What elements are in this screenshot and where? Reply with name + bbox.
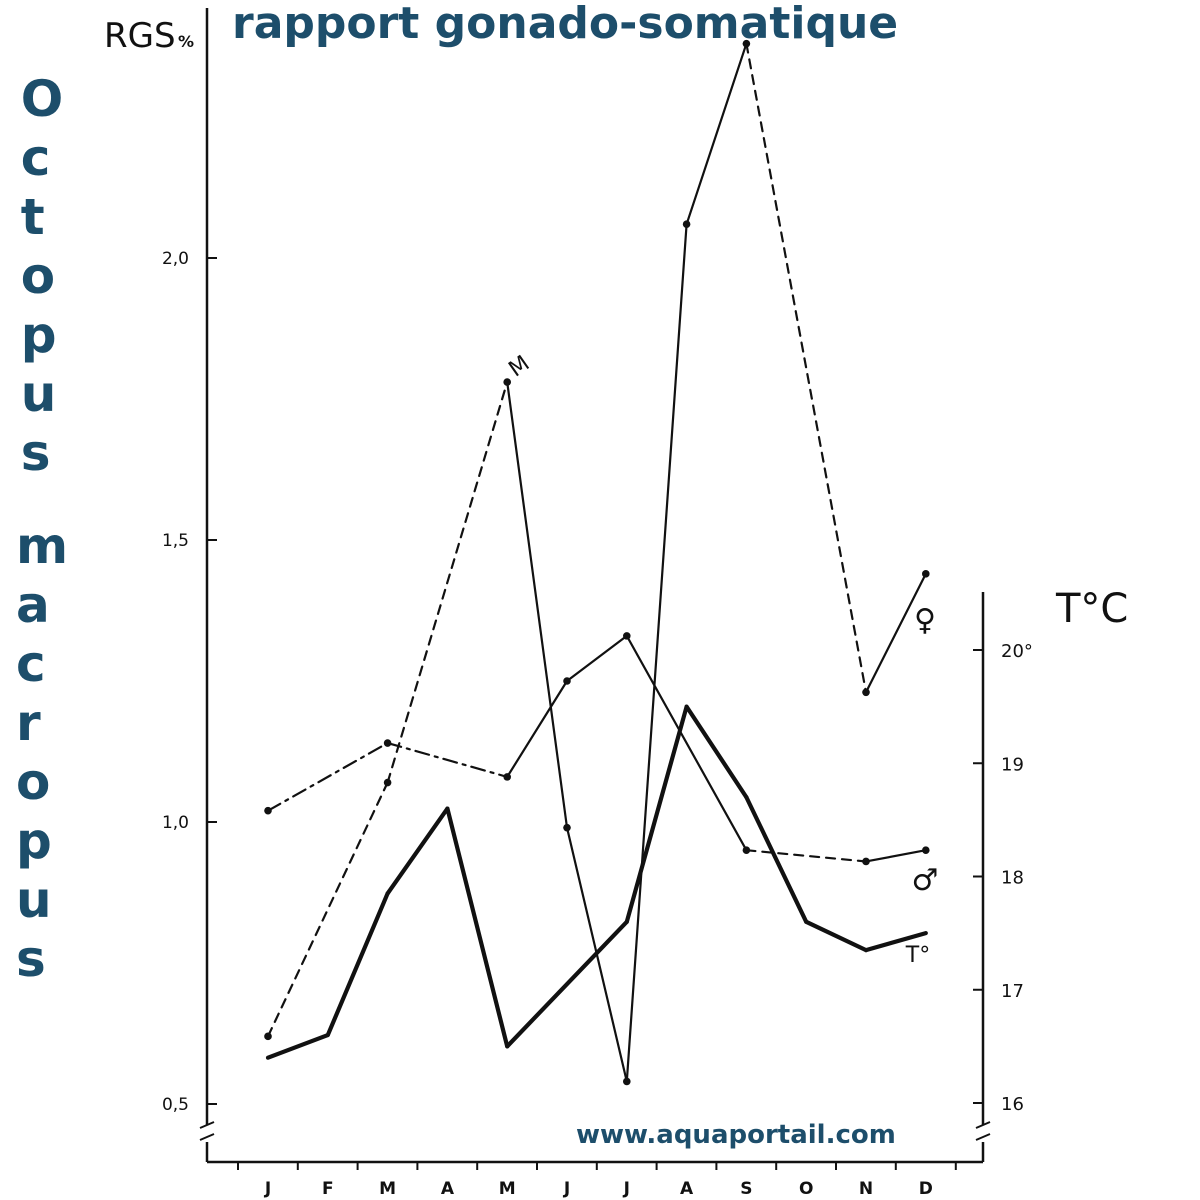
series-0-segment bbox=[506, 380, 569, 829]
species-letter: c bbox=[15, 635, 46, 693]
series-0-point bbox=[682, 220, 691, 228]
series-0-segment bbox=[625, 223, 688, 1083]
y2-tick-label: 18 bbox=[1001, 868, 1024, 889]
series-1-segment bbox=[625, 634, 748, 852]
series-1-point bbox=[563, 677, 571, 685]
y2-tick-label: 17 bbox=[1001, 981, 1024, 1002]
series-2-segment bbox=[684, 704, 749, 800]
series-2-segment bbox=[744, 795, 809, 924]
labels-layer: J F M A M J J A S O N D 0,5 1,0 1,5 2,0 16 17 18 19 20° RGS % T… bbox=[104, 16, 1128, 1199]
series-1-label: ♂ bbox=[912, 863, 939, 898]
x-tick-label: F bbox=[322, 1179, 334, 1199]
series-1-point bbox=[623, 632, 631, 640]
series-0-point bbox=[623, 1077, 631, 1086]
series-1-segment bbox=[386, 741, 509, 778]
species-letter: u bbox=[15, 871, 52, 929]
series-0-point bbox=[742, 39, 751, 48]
genus-letter: u bbox=[20, 365, 57, 423]
y2-tick-label: 19 bbox=[1001, 754, 1024, 775]
page-title: rapport gonado-somatique bbox=[232, 0, 899, 49]
series-layer bbox=[264, 39, 930, 1086]
y-tick-label: 1,0 bbox=[162, 813, 189, 833]
left-axis-break bbox=[199, 1121, 215, 1141]
y-axis-unit: % bbox=[178, 32, 194, 51]
series-1-segment bbox=[565, 634, 628, 683]
x-tick-label: D bbox=[919, 1179, 933, 1199]
series-1-segment bbox=[864, 849, 927, 863]
series-1-segment bbox=[266, 741, 389, 812]
series-0-segment bbox=[685, 42, 748, 226]
series-0-segment bbox=[864, 572, 927, 694]
series-0-segment bbox=[745, 42, 868, 694]
series-0-point bbox=[563, 823, 571, 832]
y2-tick-label: 16 bbox=[1001, 1094, 1024, 1115]
series-1-point bbox=[862, 857, 870, 866]
series-1-point bbox=[503, 773, 512, 781]
y-tick-label: 2,0 bbox=[162, 249, 189, 269]
series-0-label: ♀ bbox=[914, 603, 936, 638]
x-tick-label: J bbox=[623, 1179, 630, 1199]
series-2-segment bbox=[505, 919, 629, 1049]
series-0-segment bbox=[266, 781, 389, 1038]
series-1-point bbox=[264, 806, 272, 815]
y2-tick-label: 20° bbox=[1001, 641, 1033, 662]
series-0-point bbox=[383, 778, 392, 787]
genus-letter: O bbox=[20, 70, 64, 128]
x-tick-label: J bbox=[563, 1179, 570, 1199]
series-2-segment bbox=[385, 806, 450, 896]
x-tick-label: J bbox=[264, 1179, 271, 1199]
y-tick-label: 1,5 bbox=[162, 531, 189, 551]
annotation-label: M bbox=[505, 351, 535, 382]
x-tick-label: M bbox=[379, 1179, 396, 1199]
series-2-label: T° bbox=[905, 943, 930, 968]
genus-letter: o bbox=[20, 247, 56, 305]
series-1-segment bbox=[745, 849, 868, 863]
series-1-point bbox=[922, 846, 930, 854]
genus-letter: t bbox=[20, 188, 45, 246]
axes bbox=[199, 8, 991, 1170]
genus-letter: s bbox=[20, 424, 51, 482]
series-0-segment bbox=[386, 380, 509, 784]
series-0-point bbox=[264, 1032, 272, 1041]
series-2-segment bbox=[624, 704, 689, 924]
y-tick-label: 0,5 bbox=[162, 1095, 189, 1115]
species-letter: r bbox=[15, 694, 41, 752]
series-2-segment bbox=[325, 891, 390, 1038]
series-0-point bbox=[862, 688, 870, 697]
x-tick-label: N bbox=[859, 1179, 873, 1199]
y2-axis-title: T°C bbox=[1055, 586, 1128, 632]
watermark: www.aquaportail.com bbox=[576, 1120, 896, 1150]
x-tick-label: S bbox=[740, 1179, 752, 1199]
x-tick-label: A bbox=[441, 1179, 455, 1199]
series-0-point bbox=[922, 570, 930, 578]
species-letter: p bbox=[15, 812, 52, 870]
series-1-point bbox=[742, 846, 751, 854]
series-2-segment bbox=[804, 919, 869, 953]
series-1-segment bbox=[506, 679, 569, 778]
species-letter: a bbox=[15, 576, 50, 634]
y-axis-title: RGS bbox=[104, 16, 176, 56]
x-tick-label: M bbox=[499, 1179, 516, 1199]
x-tick-label: O bbox=[799, 1179, 813, 1199]
species-letter: o bbox=[15, 753, 51, 811]
x-tick-label: A bbox=[680, 1179, 694, 1199]
species-letter: s bbox=[15, 930, 46, 988]
series-2-segment bbox=[445, 806, 510, 1049]
series-0-point bbox=[503, 378, 512, 386]
genus-letter: c bbox=[20, 129, 51, 187]
genus-letter: p bbox=[20, 306, 57, 364]
right-axis-break bbox=[975, 1121, 991, 1141]
series-1-point bbox=[383, 739, 392, 747]
series-2-segment bbox=[863, 931, 928, 953]
series-2-segment bbox=[265, 1032, 330, 1060]
species-letter: m bbox=[15, 517, 69, 575]
